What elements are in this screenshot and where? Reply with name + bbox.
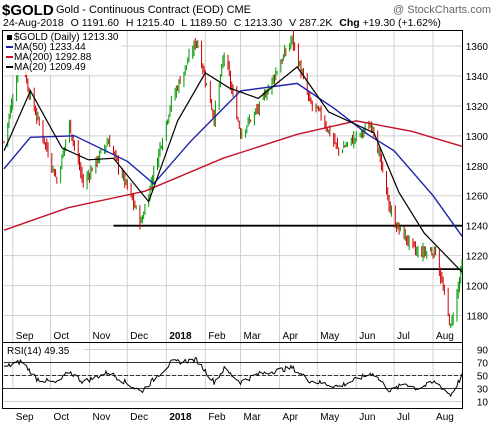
rsi-line — [4, 356, 463, 398]
watermark: @ StockCharts.com — [393, 4, 491, 16]
rsi-tick-label: 90 — [477, 346, 489, 357]
price-tick-label: 1260 — [466, 192, 489, 203]
price-tick-label: 1340 — [466, 72, 489, 83]
x-tick-label: Jun — [359, 331, 375, 342]
x-tick-label: Dec — [130, 412, 148, 423]
ma200-line — [3, 120, 463, 231]
rsi-tick-label: 30 — [477, 385, 489, 396]
rsi-tick-label: 50 — [477, 372, 489, 383]
x-tick-label: Jul — [397, 412, 410, 423]
moving-averages — [3, 66, 463, 273]
price-tick-label: 1200 — [466, 282, 489, 293]
price-tick-label: 1280 — [466, 162, 489, 173]
price-panel-frame — [2, 30, 463, 389]
price-tick-label: 1240 — [466, 222, 489, 233]
price-tick-label: 1300 — [466, 132, 489, 143]
x-tick-label: Feb — [208, 412, 226, 423]
x-tick-label: Oct — [54, 412, 70, 423]
x-tick-label: Sep — [16, 331, 34, 342]
legend-ma200: MA(200) 1292.88 — [14, 52, 92, 63]
rsi-path — [4, 356, 463, 398]
x-tick-label: Dec — [130, 331, 148, 342]
symbol-label: $GOLD — [2, 2, 54, 19]
x-tick-label: May — [320, 331, 339, 342]
x-tick-label: Sep — [16, 412, 34, 423]
rsi-tick-label: 10 — [477, 398, 489, 409]
quote-line: 24-Aug-2018 O 1191.60 H 1215.40 L 1189.5… — [3, 17, 441, 29]
x-tick-label: Mar — [244, 412, 262, 423]
rsi-tick-label: 70 — [477, 359, 489, 370]
ma50-line — [3, 82, 463, 237]
rsi-legend: RSI(14) 49.35 — [7, 346, 70, 357]
x-tick-label: Jul — [397, 331, 410, 342]
x-tick-label: Nov — [93, 412, 111, 423]
price-candles — [3, 30, 463, 328]
rsi-panel-frame — [2, 342, 463, 409]
legend-swatch-price — [7, 35, 12, 40]
price-tick-label: 1360 — [466, 42, 489, 53]
rsi-y-axis: 10 30 50 70 90 — [477, 346, 489, 409]
x-tick-label: Apr — [283, 412, 299, 423]
legend-ma50: MA(50) 1233.44 — [14, 42, 86, 53]
instrument-name: Gold - Continuous Contract (EOD) CME — [56, 4, 251, 16]
legend-price: $GOLD (Daily) 1213.30 — [14, 32, 119, 43]
x-tick-label: 2018 — [169, 331, 192, 342]
support-lines — [113, 224, 462, 271]
x-tick-label: 2018 — [169, 412, 192, 423]
rsi-x-axis: Sep Oct Nov Dec 2018 Feb Mar Apr May Jun Jul Aug — [16, 412, 454, 423]
x-tick-label: Apr — [283, 331, 299, 342]
x-tick-label: Jun — [359, 412, 375, 423]
price-x-axis: Sep Oct Nov Dec 2018 Feb Mar Apr May Jun Jul Aug — [16, 331, 454, 342]
x-tick-label: Aug — [436, 331, 454, 342]
x-tick-label: Mar — [244, 331, 262, 342]
x-tick-label: May — [320, 412, 339, 423]
x-tick-label: Nov — [93, 331, 111, 342]
x-tick-label: Oct — [54, 331, 70, 342]
x-tick-label: Feb — [208, 331, 226, 342]
price-legend: $GOLD (Daily) 1213.30 MA(50) 1233.44 MA(… — [4, 31, 122, 75]
price-tick-label: 1180 — [466, 312, 488, 323]
price-tick-label: 1220 — [466, 252, 489, 263]
legend-ma20: MA(20) 1209.49 — [14, 62, 86, 73]
price-tick-label: 1320 — [466, 102, 489, 113]
x-tick-label: Aug — [436, 412, 454, 423]
ma20-line — [3, 66, 463, 273]
price-y-axis: 1180 1200 1220 1240 1260 1280 1300 1320 1340 1360 — [466, 42, 489, 323]
